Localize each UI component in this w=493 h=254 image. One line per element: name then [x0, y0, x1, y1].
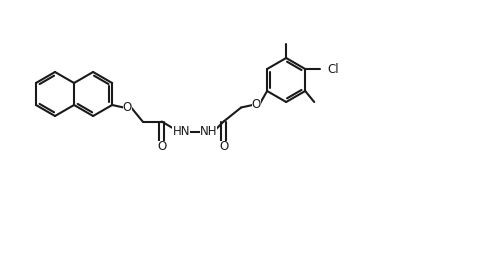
Text: NH: NH [200, 125, 217, 138]
Text: O: O [123, 101, 132, 114]
Text: O: O [157, 140, 166, 153]
Text: Cl: Cl [328, 62, 339, 75]
Text: HN: HN [173, 125, 190, 138]
Text: O: O [251, 99, 261, 112]
Text: O: O [219, 140, 228, 153]
